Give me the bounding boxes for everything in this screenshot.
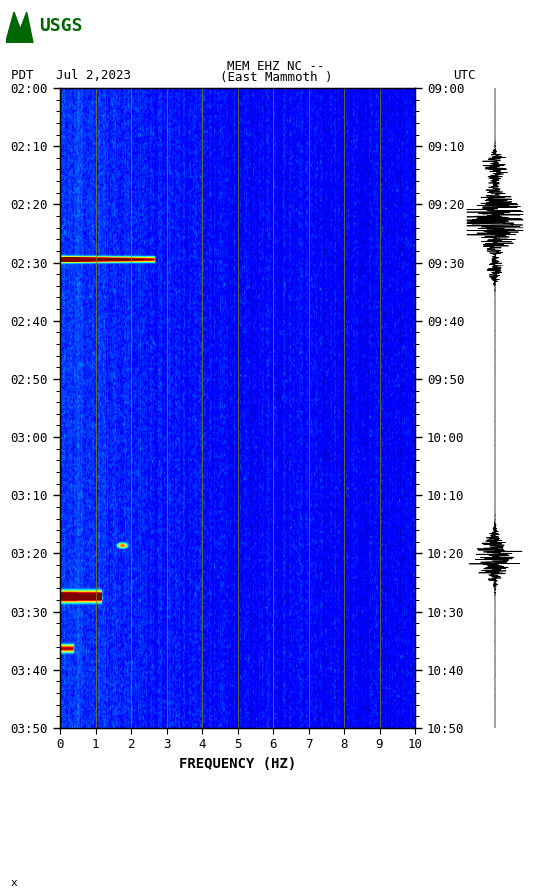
Text: (East Mammoth ): (East Mammoth ): [220, 71, 332, 84]
Text: PDT   Jul 2,2023: PDT Jul 2,2023: [11, 69, 131, 82]
Text: UTC: UTC: [453, 69, 475, 82]
Text: x: x: [11, 878, 18, 888]
Text: USGS: USGS: [39, 17, 83, 35]
Polygon shape: [6, 13, 33, 43]
Text: MEM EHZ NC --: MEM EHZ NC --: [227, 60, 325, 73]
X-axis label: FREQUENCY (HZ): FREQUENCY (HZ): [179, 757, 296, 771]
